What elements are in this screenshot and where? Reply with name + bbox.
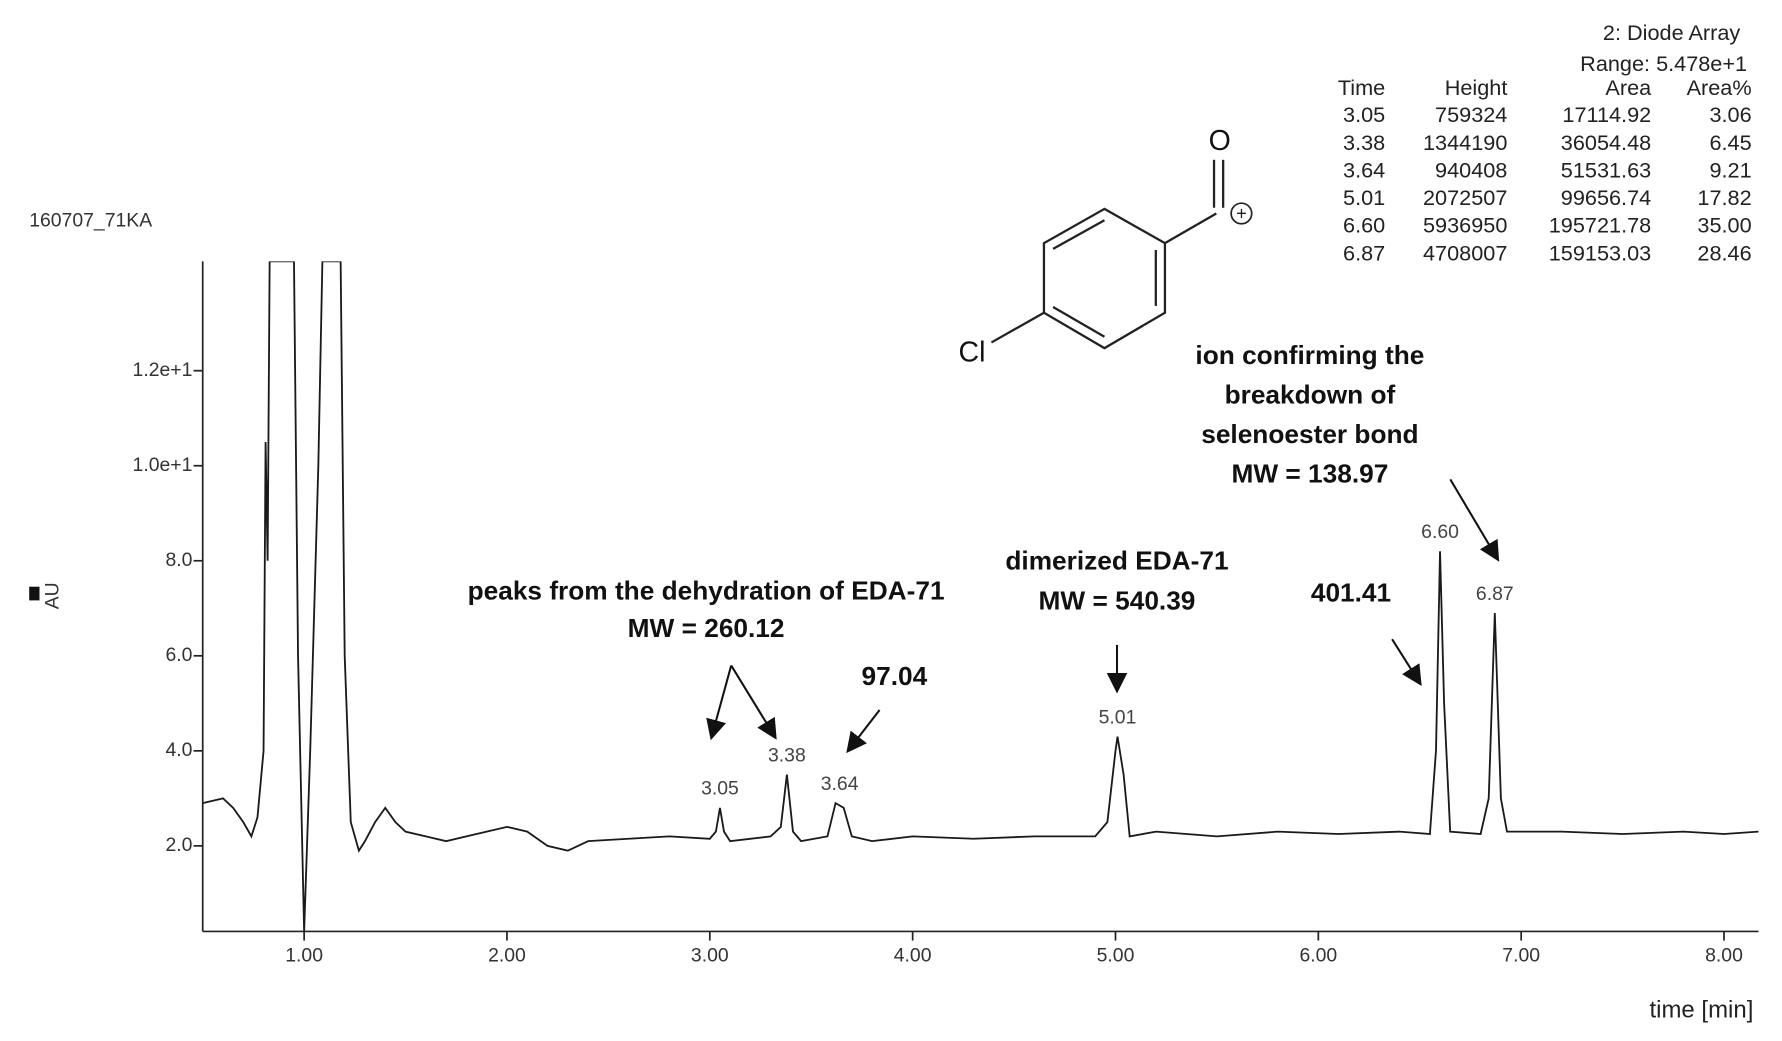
annotation: selenoester bond (1201, 419, 1418, 449)
annotation: ion confirming the (1195, 340, 1424, 370)
annotation: peaks from the dehydration of EDA-71 (468, 575, 945, 605)
table-cell: 940408 (1435, 157, 1507, 182)
table-header: Area% (1687, 75, 1752, 100)
table-cell: 4708007 (1423, 240, 1507, 265)
peak-label: 3.38 (768, 744, 806, 766)
peak-label: 6.87 (1476, 583, 1514, 605)
annotation: 401.41 (1311, 578, 1391, 608)
table-header: Height (1445, 75, 1508, 100)
table-cell: 195721.78 (1549, 213, 1651, 238)
x-tick-label: 4.00 (894, 945, 932, 967)
y-tick-label: 1.0e+1 (133, 454, 193, 476)
x-tick-label: 8.00 (1705, 945, 1743, 967)
table-cell: 28.46 (1697, 240, 1751, 265)
table-cell: 3.64 (1343, 157, 1385, 182)
table-cell: 99656.74 (1561, 185, 1651, 210)
table-cell: 6.60 (1343, 213, 1385, 238)
annotation: MW = 260.12 (628, 613, 785, 643)
table-cell: 17.82 (1697, 185, 1751, 210)
trace (202, 261, 1759, 932)
table-cell: 9.21 (1709, 157, 1751, 182)
table-cell: 3.06 (1709, 102, 1751, 127)
peak-label: 6.60 (1421, 521, 1459, 543)
table-cell: 35.00 (1697, 213, 1751, 238)
x-tick-label: 7.00 (1502, 945, 1540, 967)
y-axis-label: AU (41, 582, 63, 609)
y-tick-label: 6.0 (165, 644, 192, 666)
peak-label: 5.01 (1099, 706, 1137, 728)
y-tick-label: 8.0 (165, 549, 192, 571)
table-cell: 159153.03 (1549, 240, 1651, 265)
x-tick-label: 5.00 (1097, 945, 1135, 967)
range: Range: 5.478e+1 (1580, 51, 1747, 76)
table-cell: 17114.92 (1562, 102, 1651, 127)
peak-label: 3.05 (701, 778, 739, 800)
annotation: 97.04 (862, 661, 928, 691)
table-cell: 5.01 (1343, 185, 1385, 210)
y-tick-label: 1.2e+1 (133, 359, 193, 381)
annotation: breakdown of (1225, 380, 1396, 410)
arrows (706, 478, 1500, 754)
detector: 2: Diode Array (1603, 20, 1740, 45)
chlorine-label: Cl (959, 336, 986, 368)
table-cell: 51531.63 (1561, 157, 1651, 182)
table-cell: 6.87 (1343, 240, 1385, 265)
x-tick-label: 2.00 (488, 945, 526, 967)
table-cell: 3.05 (1343, 102, 1385, 127)
annotation: dimerized EDA-71 (1005, 546, 1228, 576)
y-tick-label: 2.0 (165, 834, 192, 856)
table-cell: 5936950 (1423, 213, 1507, 238)
structure (990, 159, 1253, 350)
annotation: MW = 540.39 (1039, 586, 1196, 616)
table-header: Time (1338, 75, 1385, 100)
table-cell: 2072507 (1423, 185, 1507, 210)
x-tick-label: 6.00 (1299, 945, 1337, 967)
annotation: MW = 138.97 (1231, 458, 1388, 488)
table-cell: 6.45 (1709, 130, 1751, 155)
x-axis-label: time [min] (1649, 997, 1753, 1024)
peak-label: 3.64 (821, 773, 859, 795)
table-cell: 3.38 (1343, 130, 1385, 155)
table-cell: 1344190 (1423, 130, 1507, 155)
charge-label: + (1236, 202, 1247, 223)
table-cell: 759324 (1435, 102, 1507, 127)
table-cell: 36054.48 (1561, 130, 1651, 155)
y-tick-label: 4.0 (165, 739, 192, 761)
table-header: Area (1605, 75, 1652, 100)
sample-name: 160707_71KA (29, 210, 152, 232)
y-label-marker (29, 586, 40, 601)
x-tick-label: 3.00 (691, 945, 729, 967)
oxygen-label: O (1209, 125, 1231, 157)
x-tick-label: 1.00 (285, 945, 323, 967)
